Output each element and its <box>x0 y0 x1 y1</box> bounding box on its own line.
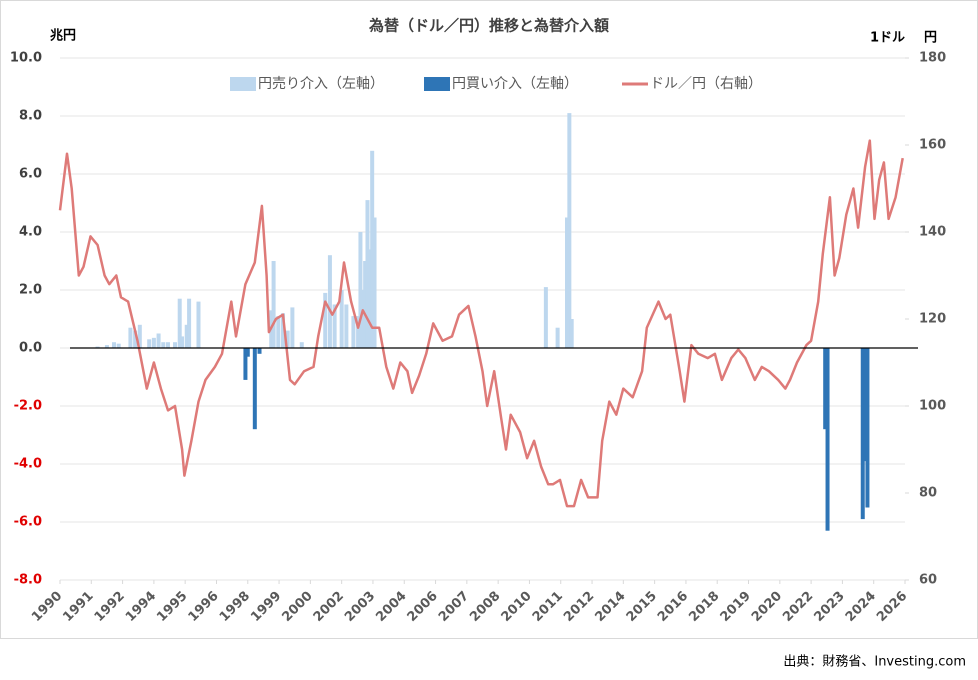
y-tick-label: -6.0 <box>14 515 42 530</box>
y2-tick-label: 140 <box>919 225 946 240</box>
y2-tick-label: 60 <box>919 573 937 588</box>
y-tick-label: 4.0 <box>19 225 42 240</box>
bar <box>356 316 361 348</box>
bar <box>133 330 138 348</box>
legend-swatch <box>230 77 256 91</box>
bar <box>360 290 365 348</box>
y-tick-label: 8.0 <box>19 109 42 124</box>
y-tick-label: -4.0 <box>14 457 42 472</box>
bar <box>196 301 201 348</box>
bar <box>327 255 332 348</box>
y2-tick-label: 120 <box>919 312 946 327</box>
bar <box>156 333 161 348</box>
y2-tick-label: 80 <box>919 486 937 501</box>
line <box>58 139 904 508</box>
bar <box>111 342 116 348</box>
bar <box>161 342 166 348</box>
bar <box>323 292 328 348</box>
y-tick-label: 10.0 <box>10 51 42 66</box>
y2-tick-label: 180 <box>919 51 946 66</box>
bar <box>104 345 109 348</box>
bar <box>299 342 304 348</box>
bar <box>860 348 865 520</box>
bar <box>128 327 133 348</box>
bar <box>187 298 192 348</box>
legend-swatch <box>424 77 450 91</box>
bar <box>285 330 290 348</box>
bar <box>151 337 156 348</box>
y-tick-label: 6.0 <box>19 167 42 182</box>
bar <box>543 287 548 348</box>
bar <box>569 319 574 348</box>
bar <box>363 261 368 348</box>
y-tick-label: 0.0 <box>19 341 42 356</box>
bar <box>137 324 142 348</box>
bar <box>245 348 250 357</box>
bar <box>173 342 178 348</box>
bar <box>567 113 572 348</box>
bar <box>344 304 349 348</box>
y2-axis-unit: 1ドル <box>870 31 905 46</box>
chart-frame <box>0 0 978 639</box>
legend-label: 円売り介入（左軸） <box>258 76 384 92</box>
y2-tick-label: 100 <box>919 399 946 414</box>
bar <box>165 342 170 348</box>
y2-axis-label: 円 <box>924 31 937 46</box>
bar <box>358 232 363 348</box>
bar <box>184 324 189 348</box>
bar <box>372 217 377 348</box>
bar <box>339 290 344 348</box>
bar <box>825 348 830 531</box>
y-tick-label: -2.0 <box>14 399 42 414</box>
source-note: 出典：財務省、Investing.com <box>783 655 966 670</box>
bar <box>177 298 182 348</box>
bar <box>95 346 100 348</box>
bar <box>147 339 152 348</box>
bar <box>280 313 285 348</box>
y-tick-label: -8.0 <box>14 573 42 588</box>
y-tick-label: 2.0 <box>19 283 42 298</box>
bar <box>116 343 121 348</box>
legend-label: ドル／円（右軸） <box>650 76 762 92</box>
bar <box>290 307 295 348</box>
bar <box>555 327 560 348</box>
bar <box>257 348 262 354</box>
y2-tick-label: 160 <box>919 138 946 153</box>
chart-title: 為替（ドル／円）推移と為替介入額 <box>368 17 609 35</box>
bar <box>367 249 372 348</box>
bar <box>252 348 257 430</box>
bar <box>565 217 569 348</box>
bar <box>370 150 375 348</box>
bar <box>365 200 370 348</box>
bar <box>271 261 276 348</box>
bar <box>276 316 281 348</box>
y-axis-label: 兆円 <box>50 28 76 44</box>
bar <box>823 348 828 430</box>
bar <box>332 304 337 348</box>
bar <box>865 348 870 508</box>
bar <box>351 316 356 348</box>
legend-label: 円買い介入（左軸） <box>452 76 578 92</box>
bar <box>243 348 248 380</box>
bar <box>863 348 868 462</box>
bar <box>180 336 185 348</box>
